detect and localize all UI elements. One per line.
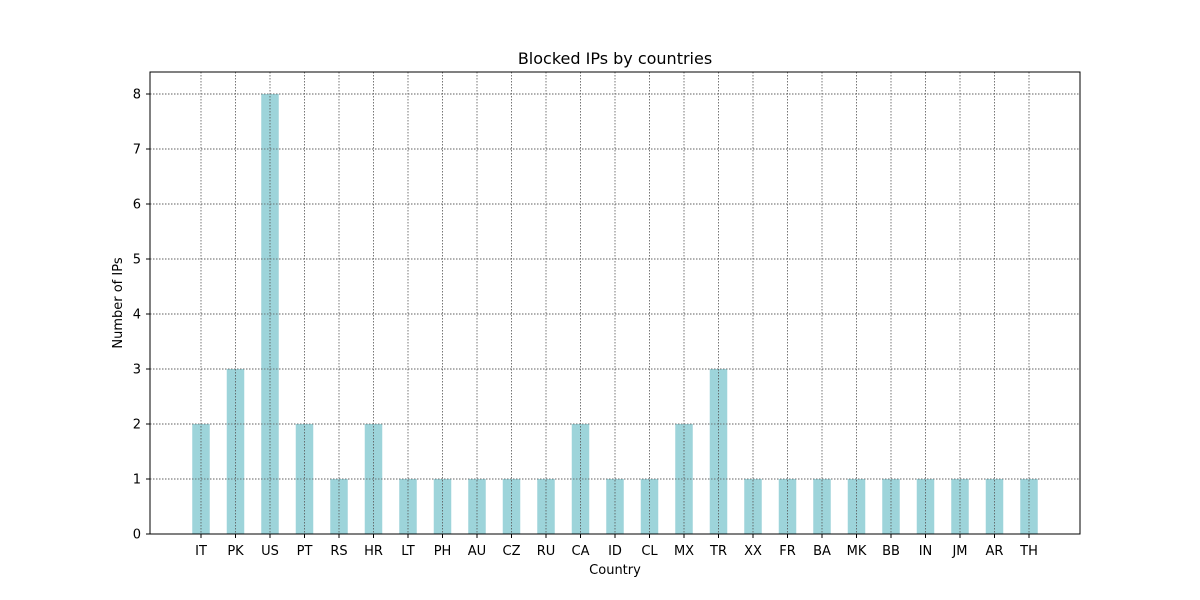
- x-tick-label: JM: [951, 544, 967, 559]
- x-tick-label: IT: [195, 544, 207, 559]
- x-tick-label: PH: [434, 544, 452, 559]
- x-tick-label: RS: [330, 544, 347, 559]
- bar-in: [916, 479, 935, 534]
- bar-lt: [399, 479, 417, 534]
- bar-ph: [433, 479, 452, 534]
- bar-ru: [537, 479, 555, 534]
- y-tick-label: 5: [133, 253, 141, 268]
- bar-id: [606, 479, 624, 534]
- bar-xx: [744, 479, 762, 534]
- x-tick-label: AU: [468, 544, 486, 559]
- y-axis: 0 1 2 3 4 5 6 7 8: [133, 88, 150, 543]
- bar-ba: [813, 479, 831, 534]
- x-tick-label: AR: [986, 544, 1004, 559]
- bar-cl: [640, 479, 659, 534]
- x-tick-label: IN: [919, 544, 933, 559]
- bar-th: [1020, 479, 1038, 534]
- y-tick-label: 8: [133, 88, 141, 103]
- x-tick-label: CA: [572, 544, 590, 559]
- x-tick-label: MX: [674, 544, 694, 559]
- x-tick-label: XX: [744, 544, 762, 559]
- x-tick-label: PK: [227, 544, 244, 559]
- bar-fr: [778, 479, 797, 534]
- x-tick-label: BA: [813, 544, 831, 559]
- y-tick-label: 3: [133, 363, 141, 378]
- bar-rs: [330, 479, 348, 534]
- x-tick-label: TH: [1019, 544, 1038, 559]
- bar-jm: [951, 479, 969, 534]
- y-tick-label: 6: [133, 198, 141, 213]
- x-tick-label: MK: [847, 544, 867, 559]
- x-tick-label: HR: [364, 544, 383, 559]
- bar-ar: [985, 479, 1004, 534]
- y-axis-label: Number of IPs: [111, 257, 126, 348]
- bar-bb: [882, 479, 900, 534]
- x-tick-label: LT: [401, 544, 414, 559]
- y-tick-label: 4: [133, 308, 141, 323]
- y-tick-label: 7: [133, 143, 141, 158]
- x-tick-label: BB: [882, 544, 900, 559]
- x-tick-label: TR: [709, 544, 727, 559]
- x-tick-label: US: [261, 544, 279, 559]
- x-tick-label: RU: [537, 544, 556, 559]
- x-tick-label: CL: [641, 544, 658, 559]
- x-tick-label: ID: [608, 544, 622, 559]
- x-tick-label: FR: [779, 544, 796, 559]
- chart-title: Blocked IPs by countries: [518, 49, 712, 68]
- bar-cz: [502, 479, 521, 534]
- x-axis-label: Country: [589, 563, 641, 578]
- grid-overlay: [150, 72, 1080, 534]
- y-tick-label: 1: [133, 473, 141, 488]
- bar-mk: [847, 479, 866, 534]
- y-tick-label: 2: [133, 418, 141, 433]
- bar-au: [468, 479, 486, 534]
- x-axis: IT PK US PT RS HR LT PH AU CZ RU CA ID CL MX TR XX FR BA MK…: [195, 534, 1038, 559]
- x-tick-label: PT: [297, 544, 313, 559]
- y-tick-label: 0: [133, 528, 141, 543]
- x-tick-label: CZ: [503, 544, 521, 559]
